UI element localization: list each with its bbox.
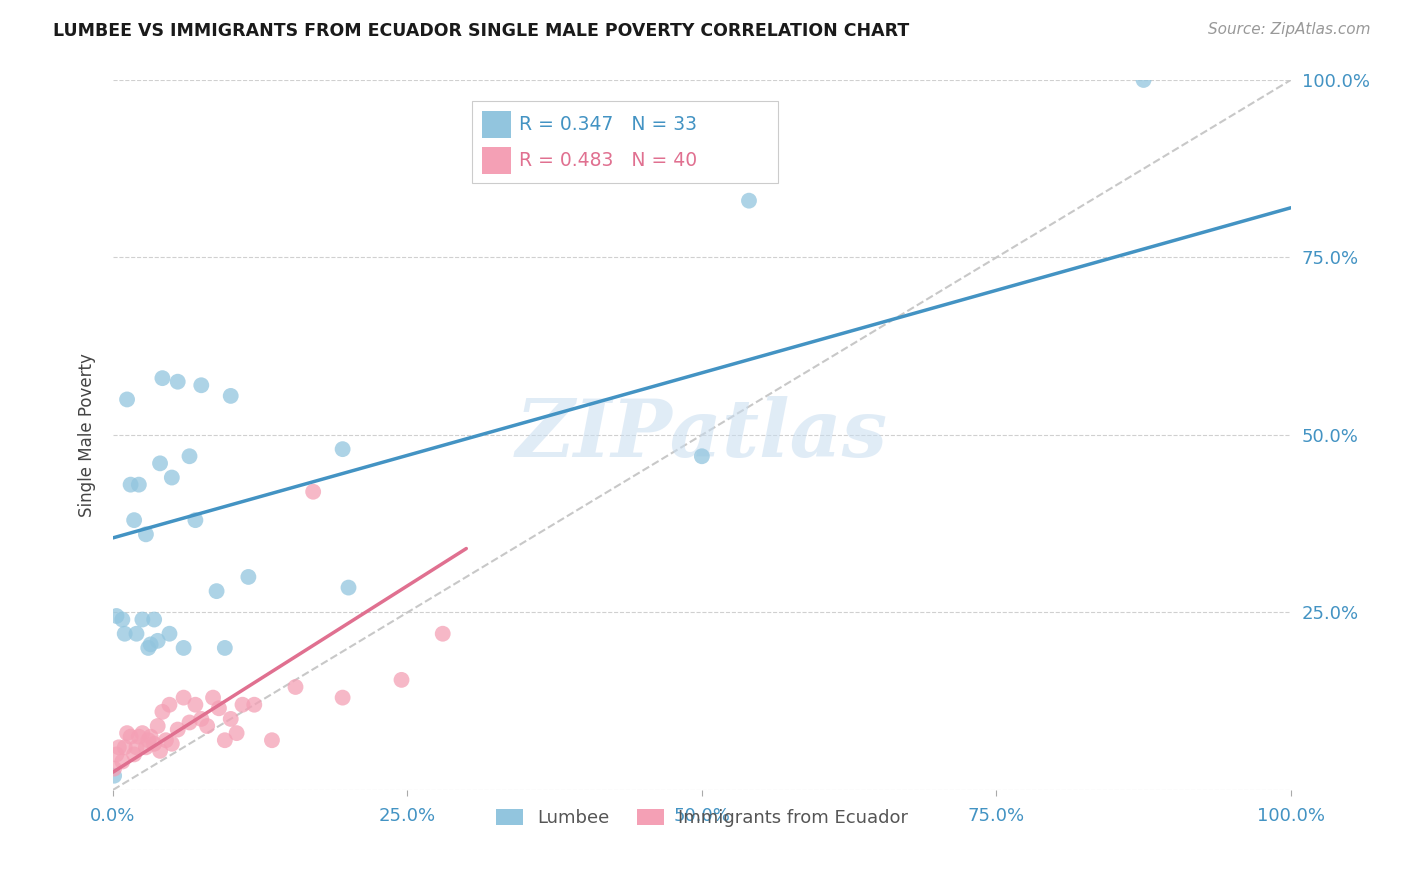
Point bbox=[1132, 73, 1154, 87]
Point bbox=[738, 194, 761, 208]
FancyBboxPatch shape bbox=[482, 146, 510, 174]
Point bbox=[136, 640, 159, 655]
Point bbox=[111, 613, 134, 627]
Point bbox=[184, 513, 207, 527]
Point bbox=[190, 378, 212, 392]
Point bbox=[103, 769, 125, 783]
Point bbox=[302, 484, 325, 499]
Point bbox=[214, 640, 236, 655]
Point bbox=[115, 726, 138, 740]
Point bbox=[143, 613, 166, 627]
Point bbox=[284, 680, 307, 694]
Point bbox=[143, 737, 166, 751]
Text: ZIPatlas: ZIPatlas bbox=[516, 396, 889, 474]
Point bbox=[103, 762, 125, 776]
Point bbox=[214, 733, 236, 747]
Point bbox=[690, 449, 713, 463]
Point bbox=[120, 730, 142, 744]
Point bbox=[146, 719, 169, 733]
Point bbox=[114, 626, 136, 640]
Point bbox=[231, 698, 253, 712]
Point bbox=[146, 633, 169, 648]
Point bbox=[136, 733, 159, 747]
Point bbox=[135, 527, 157, 541]
Point bbox=[139, 730, 162, 744]
Point bbox=[149, 456, 172, 470]
Point bbox=[238, 570, 260, 584]
Text: R = 0.483   N = 40: R = 0.483 N = 40 bbox=[519, 151, 697, 169]
Point bbox=[173, 690, 195, 705]
Point bbox=[125, 740, 148, 755]
Point bbox=[337, 581, 360, 595]
Legend: Lumbee, Immigrants from Ecuador: Lumbee, Immigrants from Ecuador bbox=[488, 801, 915, 834]
Point bbox=[111, 755, 134, 769]
Point bbox=[114, 740, 136, 755]
Point bbox=[166, 375, 188, 389]
Point bbox=[152, 371, 174, 385]
Point bbox=[219, 389, 242, 403]
FancyBboxPatch shape bbox=[482, 111, 510, 137]
Y-axis label: Single Male Poverty: Single Male Poverty bbox=[79, 353, 96, 516]
Point bbox=[173, 640, 195, 655]
Point bbox=[125, 626, 148, 640]
Point bbox=[332, 442, 354, 457]
Point bbox=[179, 715, 201, 730]
Point bbox=[105, 747, 128, 762]
Point bbox=[152, 705, 174, 719]
Point bbox=[122, 747, 145, 762]
Point bbox=[184, 698, 207, 712]
FancyBboxPatch shape bbox=[472, 102, 779, 183]
Point bbox=[160, 470, 183, 484]
Point bbox=[166, 723, 188, 737]
Point bbox=[195, 719, 218, 733]
Point bbox=[139, 637, 162, 651]
Point bbox=[122, 513, 145, 527]
Point bbox=[179, 449, 201, 463]
Point bbox=[149, 744, 172, 758]
Point bbox=[208, 701, 231, 715]
Point bbox=[225, 726, 247, 740]
Point bbox=[159, 698, 181, 712]
Point bbox=[135, 740, 157, 755]
Point bbox=[432, 626, 454, 640]
Point bbox=[219, 712, 242, 726]
Point bbox=[128, 730, 150, 744]
Point bbox=[128, 477, 150, 491]
Point bbox=[131, 613, 153, 627]
Point bbox=[260, 733, 283, 747]
Text: Source: ZipAtlas.com: Source: ZipAtlas.com bbox=[1208, 22, 1371, 37]
Point bbox=[190, 712, 212, 726]
Point bbox=[105, 609, 128, 624]
Point bbox=[243, 698, 266, 712]
Point bbox=[202, 690, 225, 705]
Point bbox=[155, 733, 177, 747]
Point bbox=[120, 477, 142, 491]
Point bbox=[159, 626, 181, 640]
Point bbox=[160, 737, 183, 751]
Text: LUMBEE VS IMMIGRANTS FROM ECUADOR SINGLE MALE POVERTY CORRELATION CHART: LUMBEE VS IMMIGRANTS FROM ECUADOR SINGLE… bbox=[53, 22, 910, 40]
Point bbox=[332, 690, 354, 705]
Text: R = 0.347   N = 33: R = 0.347 N = 33 bbox=[519, 115, 697, 134]
Point bbox=[205, 584, 228, 599]
Point bbox=[115, 392, 138, 407]
Point bbox=[391, 673, 413, 687]
Point bbox=[108, 740, 131, 755]
Point bbox=[131, 726, 153, 740]
